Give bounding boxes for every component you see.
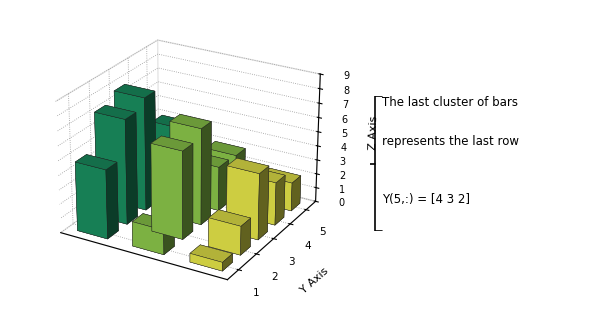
Text: represents the last row: represents the last row: [382, 135, 520, 148]
Text: The last cluster of bars: The last cluster of bars: [382, 96, 518, 109]
Y-axis label: Y Axis: Y Axis: [299, 266, 330, 296]
Text: Y(5,:) = [4 3 2]: Y(5,:) = [4 3 2]: [382, 193, 470, 205]
